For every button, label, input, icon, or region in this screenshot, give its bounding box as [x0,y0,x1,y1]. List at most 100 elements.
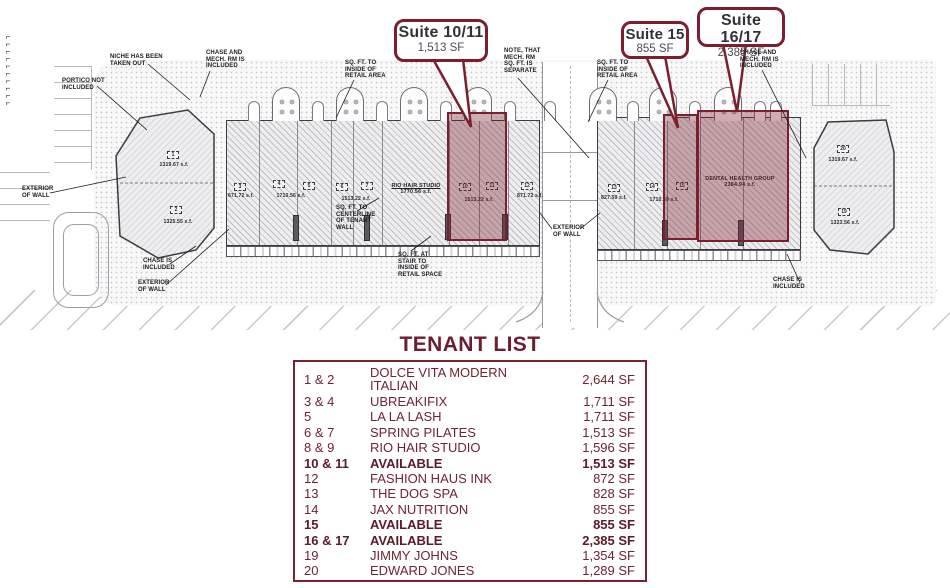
portico-canopy [589,87,617,121]
area-label: 871.72 s.f. [517,193,543,199]
tenant-row-available: 15 AVAILABLE 855 SF [304,518,635,531]
unit-divider [259,121,260,245]
plan-tenant-rio: RIO HAIR STUDIO 1770.56 s.f. [381,183,451,195]
unit-marker: 19 [838,208,850,216]
suite-cell: 8 & 9 [304,440,335,456]
tenant-row: 19 JIMMY JOHNS 1,354 SF [304,549,635,562]
sf-cell: 1,513 SF [582,455,635,471]
note-sqft-stair: SQ. FT. AT STAIR TO INSIDE OF RETAIL SPA… [398,252,443,279]
unit-marker: 1 [167,151,179,159]
unit-marker: 5 [303,182,315,190]
unit-marker: 2 [170,206,182,214]
suite-cell: 3 & 4 [304,393,335,409]
suite-cell: 1 & 2 [304,371,335,387]
sf-cell: 855 SF [593,501,635,517]
area-label: 1710.56 s.f. [276,193,306,199]
note-chase-included-right: CHASE IS INCLUDED [773,277,805,290]
note-mech-separate: NOTE, THAT MECH. RM SQ. FT. IS SEPARATE [504,48,541,75]
sf-cell: 1,354 SF [582,548,635,564]
tenant-row: 6 & 7 SPRING PILATES 1,513 SF [304,426,635,439]
tenant-row: 3 & 4 UBREAKIFIX 1,711 SF [304,395,635,408]
unit-divider [331,121,332,245]
tenant-cell: AVAILABLE [370,532,443,548]
unit-marker: 11 [486,182,498,190]
unit-marker: 10 [459,183,471,191]
tenant-row: 13 THE DOG SPA 828 SF [304,487,635,500]
suite-cell: 20 [304,563,319,579]
sf-cell: 1,596 SF [582,440,635,456]
callout-title: Suite 15 [625,26,685,43]
parking-stalls-top-left [54,66,92,170]
tenant-row: 5 LA LA LASH 1,711 SF [304,410,635,423]
callout-suite-10-11: Suite 10/11 1,513 SF [394,19,488,62]
portico-canopy [272,87,300,121]
note-exterior-wall-left: EXTERIOR OF WALL [22,186,54,199]
area-label: 1319.67 s.f. [828,157,858,163]
tenant-cell: FASHION HAUS INK [370,470,493,486]
unit-divider [508,121,509,245]
note-niche: NICHE HAS BEEN TAKEN OUT [110,54,163,67]
tenant-cell: SPRING PILATES [370,424,476,440]
note-chase-included-left: CHASE IS INCLUDED [143,258,175,271]
plan-tenant-name: RIO HAIR STUDIO [391,183,441,189]
sf-cell: 1,289 SF [582,563,635,579]
area-label: 1325.55 s.f. [163,219,193,225]
unit-divider [667,118,668,249]
suite-cell: 16 & 17 [304,532,350,548]
unit-marker: 4 [273,180,285,188]
unit-marker: 20 [837,145,849,153]
suite-cell: 5 [304,409,312,425]
note-exterior-wall-mid: EXTERIOR OF WALL [553,225,585,238]
highlight-suite-15 [663,114,698,240]
dimension-marks: L L L L L L L L L L [4,36,10,107]
unit-marker: 13 [608,184,620,192]
note-sqft-inside-right: SQ. FT. TO INSIDE OF RETAIL AREA [597,60,638,80]
note-portico: PORTICO NOT INCLUDED [62,78,105,91]
unit-divider [743,118,744,249]
suite-cell: 19 [304,548,319,564]
callout-sf: 1,513 SF [417,41,465,54]
unit-divider [700,118,701,249]
note-sqft-centerline: SQ. FT. TO CENTERLINE OF TENANT WALL [336,205,376,232]
unit-marker: 7 [361,182,373,190]
plan-tenant-sf: 1770.56 s.f. [400,189,432,195]
tenant-cell: THE DOG SPA [370,486,458,502]
portico-canopy [336,87,364,121]
unit-marker: 6 [336,183,348,191]
note-chase-mech-right: CHASE AND MECH. RM IS INCLUDED [740,50,779,70]
callout-suite-16-17: Suite 16/17 2,385 SF [697,7,785,59]
site-plan: 1 2 3 4 5 6 7 10 11 12 13 14 15 19 20 13… [0,7,950,330]
curb-island-inner [63,224,99,296]
arch [312,101,324,121]
area-label: 827.59 s.f. [601,195,627,201]
tenant-cell: DOLCE VITA MODERN ITALIAN [370,365,508,394]
mech-shaft [662,220,668,246]
tenant-cell: RIO HAIR STUDIO [370,440,481,456]
tenant-cell: JIMMY JOHNS [370,548,458,564]
sf-cell: 872 SF [593,470,635,486]
suite-cell: 12 [304,470,319,486]
plan-tenant-dental: DENTAL HEALTH GROUP 2384.94 s.f. [695,176,785,188]
parking-stalls-left [0,172,50,234]
tenant-cell: UBREAKIFIX [370,393,448,409]
unit-divider [449,121,450,245]
callout-title: Suite 10/11 [398,24,484,41]
sf-cell: 2,644 SF [582,371,635,387]
mech-shaft [738,220,744,246]
arch [376,101,388,121]
note-exterior-wall-left2: EXTERIOR OF WALL [138,280,170,293]
arch [248,101,260,121]
left-storefront [226,246,540,257]
suite-cell: 15 [304,517,319,533]
sf-cell: 1,711 SF [583,409,635,425]
callout-title: Suite 16/17 [720,12,762,46]
tenant-row: 8 & 9 RIO HAIR STUDIO 1,596 SF [304,441,635,454]
area-label: 1513.22 s.f. [464,197,494,203]
sf-cell: 1,711 SF [583,393,635,409]
curb-island-outer [53,212,109,308]
unit-divider [634,118,635,249]
callout-suite-15: Suite 15 855 SF [621,21,689,59]
unit-marker: 12 [521,182,533,190]
arch [627,101,639,121]
